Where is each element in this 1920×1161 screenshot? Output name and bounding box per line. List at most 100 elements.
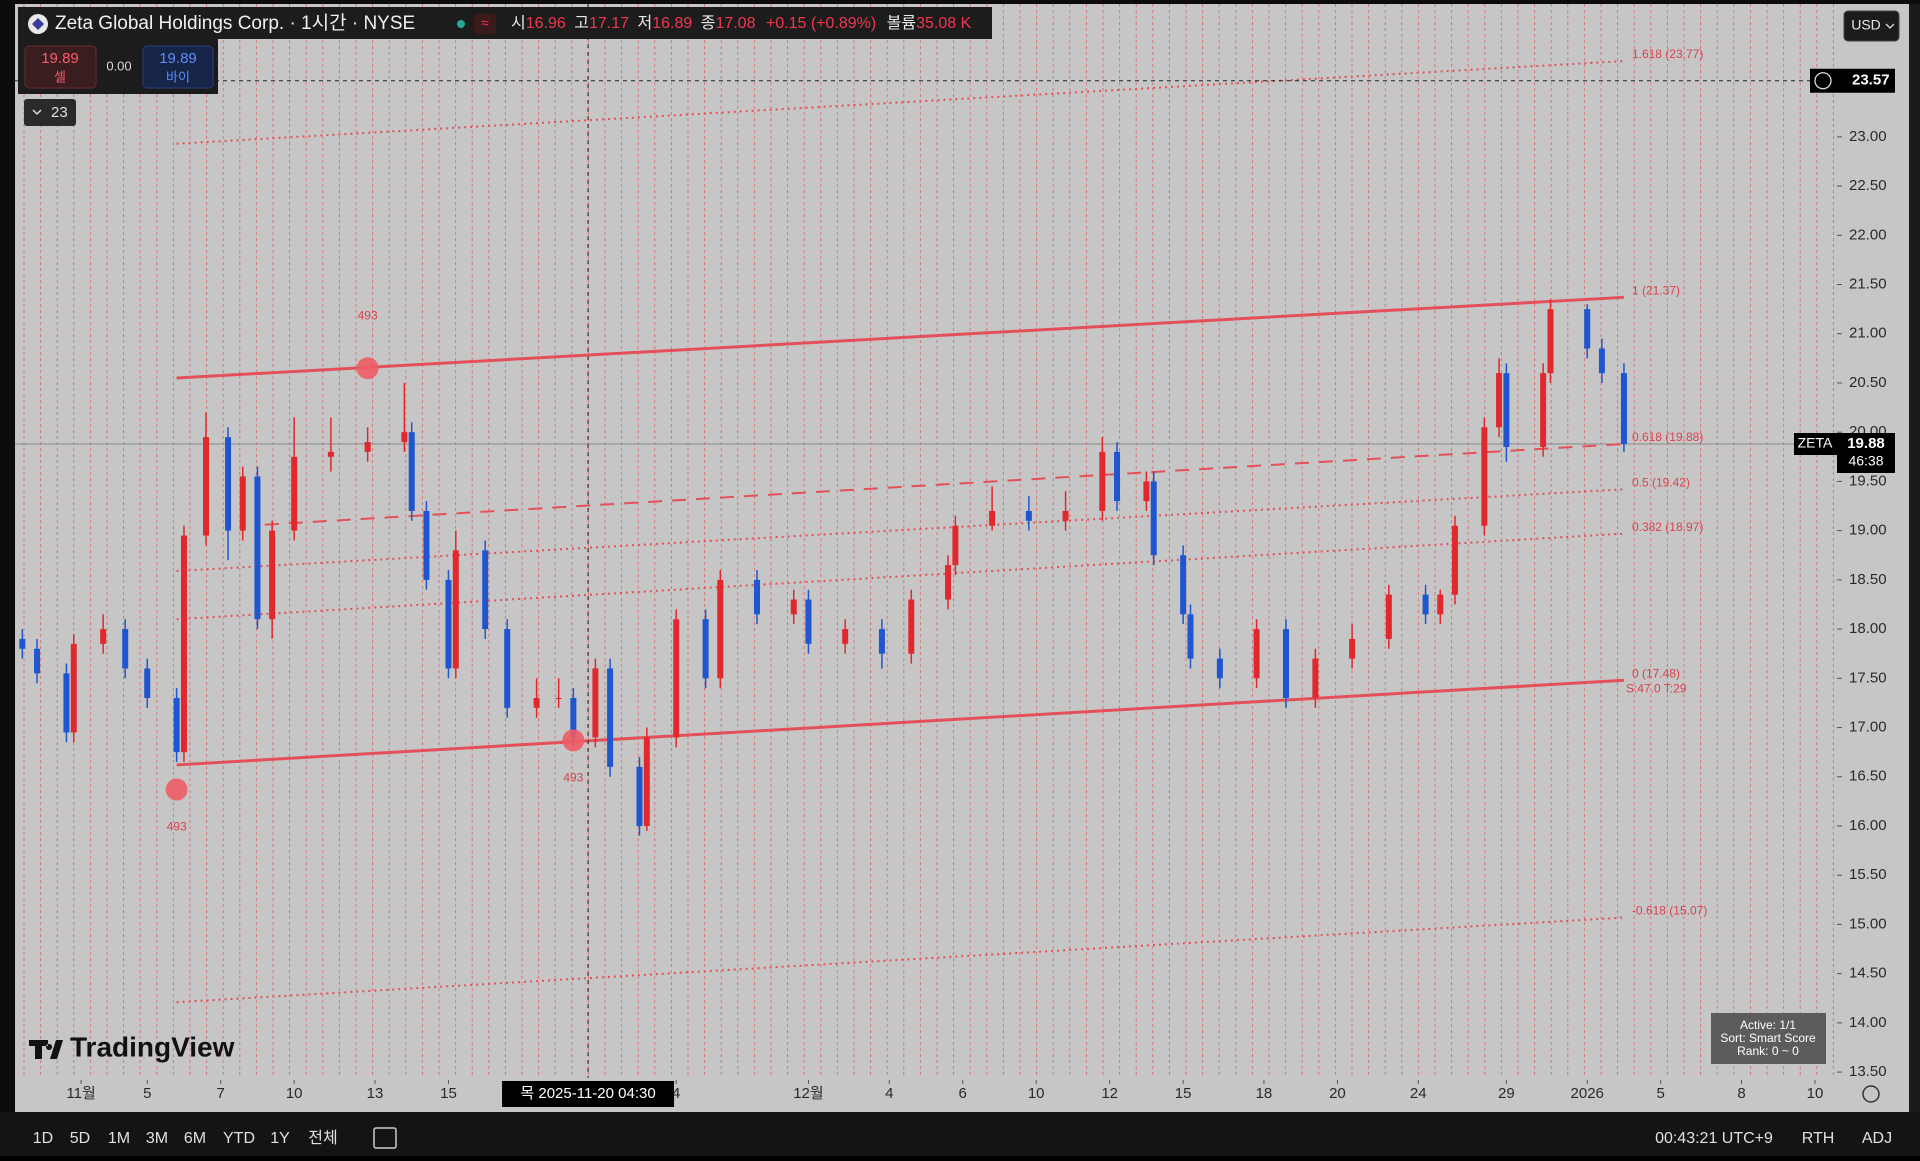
symbol-tag-label: ZETA (1798, 435, 1833, 451)
y-tick-label: 21.00 (1849, 325, 1887, 342)
range-button[interactable]: YTD (223, 1130, 255, 1147)
chevron (32, 109, 42, 116)
crosshair-plus[interactable] (1814, 72, 1832, 90)
candle-body (842, 629, 849, 644)
x-tick-label: 4 (672, 1085, 680, 1102)
x-tick-label: 12월 (793, 1085, 824, 1102)
fib-stats: S:47.0 T:29 (1626, 681, 1687, 695)
y-tick-label: 15.00 (1849, 915, 1887, 932)
candle-body (952, 525, 959, 566)
x-tick-label: 12 (1101, 1085, 1118, 1102)
fib-label: 1 (21.37) (1632, 283, 1680, 297)
x-tick-label: 2026 (1571, 1085, 1604, 1102)
candle-body (1187, 614, 1194, 659)
x-tick-label: 11월 (66, 1085, 95, 1102)
x-tick-label: 20 (1329, 1085, 1346, 1102)
overlay-box (1711, 1013, 1826, 1064)
y-tick-label: 22.00 (1849, 226, 1887, 243)
range-button[interactable]: 전체 (308, 1129, 337, 1147)
x-tick-label: 18 (1256, 1085, 1273, 1102)
fib-label: 1.618 (23.77) (1632, 47, 1703, 61)
currency-chevron (1885, 23, 1895, 29)
price-axis-background (1837, 4, 1909, 1112)
low-label: 저 (637, 14, 652, 32)
candle-body (754, 579, 761, 615)
candle-body (717, 579, 724, 679)
range-button[interactable]: 5D (70, 1130, 90, 1147)
y-tick-label: 15.50 (1849, 866, 1887, 883)
date-range-icon[interactable] (373, 1127, 397, 1149)
pivot-label: 493 (563, 770, 583, 784)
y-tick-label: 16.50 (1849, 768, 1887, 785)
crosshair-x-label: 목 2025-11-20 04:30 (520, 1085, 655, 1102)
candle-body (592, 668, 599, 738)
candle-body (327, 451, 334, 457)
sell-button[interactable] (24, 45, 97, 89)
candle-body (1620, 373, 1627, 444)
market-status (457, 20, 465, 28)
change: +0.15 (+0.89%) (766, 15, 876, 32)
candle-body (805, 599, 812, 644)
candle-body (790, 599, 797, 615)
candle-body (122, 629, 129, 669)
clock: 00:43:21 UTC+9 (1655, 1130, 1773, 1147)
symbol-title[interactable]: Zeta Global Holdings Corp. · 1시간 · NYSE (55, 12, 415, 34)
last-price-label: 19.88 (1847, 435, 1885, 452)
fib-label: 0.618 (19.88) (1632, 430, 1703, 444)
sell-price: 19.89 (41, 50, 79, 67)
plot-background (15, 4, 1837, 1112)
range-button[interactable]: 3M (146, 1130, 168, 1147)
candle-body (570, 697, 577, 738)
ohlc-text: 시16.96 고17.17 저16.89 종17.08 +0.15 (+0.89… (511, 14, 972, 32)
symbol-icon-mark (32, 18, 44, 30)
adjust-toggle[interactable]: ADJ (1862, 1130, 1892, 1147)
range-button[interactable]: 1M (108, 1130, 130, 1147)
candle-body (144, 668, 151, 698)
buy-price: 19.89 (159, 50, 197, 67)
candle-body (254, 476, 261, 620)
fib-level (176, 60, 1625, 145)
range-button[interactable]: 1D (33, 1130, 53, 1147)
candle-body (908, 599, 915, 654)
candle-body (607, 668, 614, 767)
x-tick-label: 10 (286, 1085, 303, 1102)
status-glyph: ≈ (481, 15, 489, 31)
fib-level (176, 295, 1625, 380)
scrollbar (1909, 4, 1920, 1112)
spread: 0.00 (106, 58, 131, 73)
y-tick-label: 14.50 (1849, 965, 1887, 982)
range-button[interactable]: 1Y (270, 1130, 290, 1147)
logo-text[interactable]: TradingView (70, 1031, 235, 1062)
indicator-toggle[interactable] (24, 99, 76, 126)
buy-label: 바이 (166, 69, 190, 84)
candle-body (702, 619, 709, 679)
candle-body (673, 619, 680, 738)
overlay-line: Sort: Smart Score (1720, 1031, 1816, 1045)
candle-body (1451, 525, 1458, 595)
candle-body (945, 565, 952, 600)
candle-body (1422, 594, 1429, 615)
fib-level (264, 442, 1625, 526)
high-value: 17.17 (589, 15, 629, 32)
session-toggle[interactable]: RTH (1802, 1130, 1835, 1147)
candle-body (533, 697, 540, 708)
range-button[interactable]: 6M (184, 1130, 206, 1147)
settings-icon[interactable] (1862, 1085, 1880, 1103)
fib-level (176, 916, 1625, 1004)
candle-body (100, 629, 107, 644)
fib-label: -0.618 (15.07) (1632, 904, 1707, 918)
currency-button[interactable] (1843, 10, 1900, 42)
candle-body (445, 579, 452, 669)
candle-body (34, 648, 41, 674)
candle-body (1547, 309, 1554, 374)
buy-button[interactable] (142, 45, 214, 89)
candle-body (1143, 481, 1150, 502)
candle-body (239, 476, 246, 531)
candle-body (1216, 658, 1223, 679)
y-tick-label: 14.00 (1849, 1014, 1887, 1031)
x-tick-label: 8 (1737, 1085, 1745, 1102)
y-tick-label: 23.00 (1849, 128, 1887, 145)
fib-level (176, 532, 1625, 621)
fib-level (176, 488, 1624, 572)
